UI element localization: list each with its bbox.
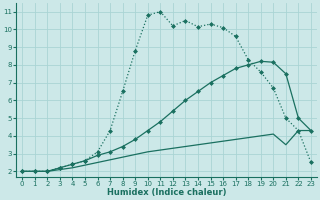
X-axis label: Humidex (Indice chaleur): Humidex (Indice chaleur) bbox=[107, 188, 226, 197]
